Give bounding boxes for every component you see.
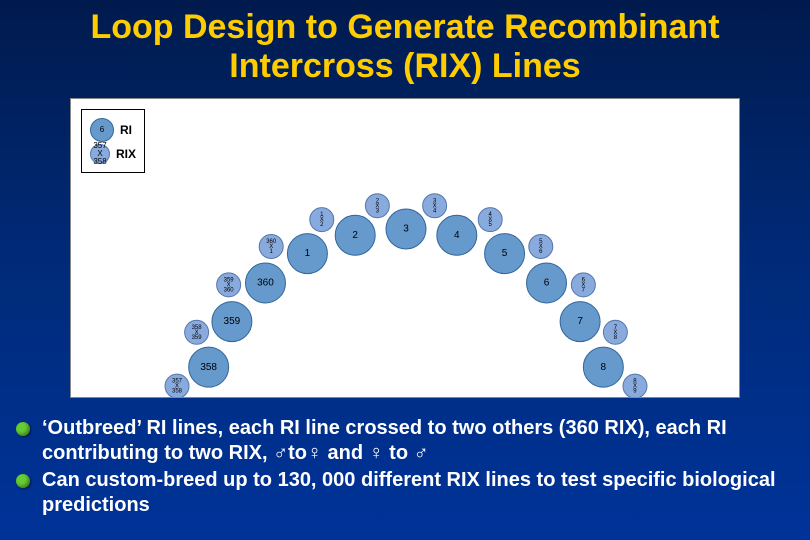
svg-text:358: 358 — [172, 389, 183, 395]
bullet-list: ‘Outbreed’ RI lines, each RI line crosse… — [0, 398, 810, 518]
svg-text:3: 3 — [403, 224, 409, 235]
bullet-text: Can custom-breed up to 130, 000 differen… — [42, 469, 776, 516]
svg-text:359: 359 — [224, 316, 241, 327]
bullet-item: ‘Outbreed’ RI lines, each RI line crosse… — [38, 416, 790, 466]
slide-title: Loop Design to Generate Recombinant Inte… — [0, 0, 810, 90]
svg-text:359: 359 — [192, 335, 203, 341]
svg-text:8: 8 — [601, 362, 607, 373]
svg-text:360: 360 — [257, 278, 274, 289]
svg-text:4: 4 — [454, 230, 460, 241]
svg-text:7: 7 — [577, 316, 583, 327]
svg-text:358: 358 — [200, 362, 217, 373]
arc-svg: 35835936012345678357X358358X359359X36036… — [71, 99, 739, 397]
bullet-text: ‘Outbreed’ RI lines, each RI line crosse… — [42, 417, 727, 464]
svg-text:5: 5 — [502, 248, 508, 259]
loop-diagram: 6 RI 357X358 RIX 35835936012345678357X35… — [70, 98, 740, 398]
svg-text:360: 360 — [224, 288, 235, 294]
bullet-icon — [16, 422, 30, 436]
bullet-icon — [16, 474, 30, 488]
bullet-item: Can custom-breed up to 130, 000 differen… — [38, 468, 790, 518]
svg-text:1: 1 — [305, 248, 311, 259]
svg-text:2: 2 — [352, 230, 358, 241]
svg-text:6: 6 — [544, 278, 550, 289]
